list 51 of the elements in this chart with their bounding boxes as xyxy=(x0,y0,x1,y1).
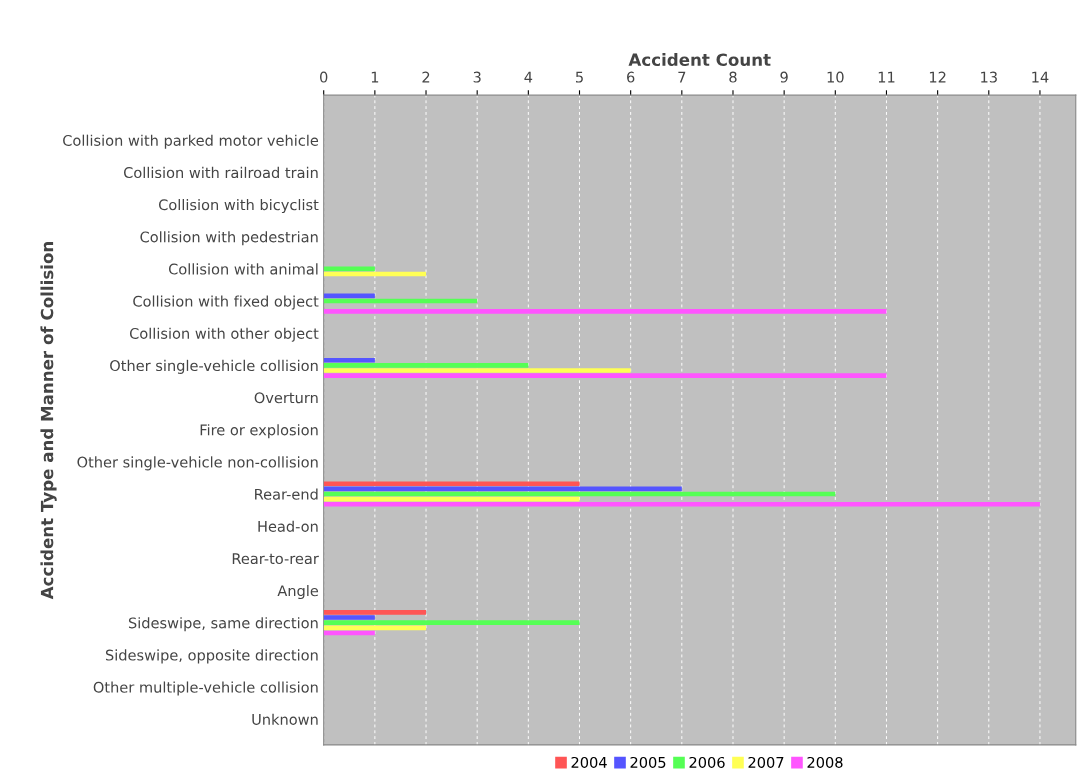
y-tick-label: Collision with bicyclist xyxy=(158,198,319,214)
x-tick-label: 6 xyxy=(627,71,635,83)
x-tick-label: 9 xyxy=(780,71,788,83)
bar xyxy=(323,501,1040,507)
y-tick-label: Collision with railroad train xyxy=(123,166,318,179)
y-tick-label: Collision with other object xyxy=(129,327,319,342)
y-tick-label: Collision with fixed object xyxy=(133,295,319,310)
y-tick-label: Rear-to-rear xyxy=(232,553,319,565)
bar xyxy=(323,481,580,487)
legend-label: 2006 xyxy=(689,756,725,768)
x-tick-label: 8 xyxy=(729,71,737,83)
bar xyxy=(323,309,887,314)
bar xyxy=(323,368,631,373)
y-tick-label: Sideswipe, opposite direction xyxy=(105,649,318,664)
x-tick-label: 13 xyxy=(981,71,997,83)
x-tick-label: 5 xyxy=(575,71,583,83)
x-axis-title: Accident Count xyxy=(628,53,771,67)
y-tick-label: Unknown xyxy=(252,713,318,725)
bar xyxy=(323,620,580,625)
y-tick-label: Head-on xyxy=(258,520,318,532)
y-axis-title: Accident Type and Manner of Collision xyxy=(40,242,57,600)
x-tick-label: 7 xyxy=(678,71,686,83)
x-tick-label: 12 xyxy=(929,71,946,83)
x-tick-label: 1 xyxy=(371,71,379,83)
x-tick-label: 2 xyxy=(422,71,430,83)
y-tick-label: Collision with pedestrian xyxy=(140,231,318,246)
y-tick-label: Sideswipe, same direction xyxy=(128,617,318,632)
bar xyxy=(323,610,427,615)
bar xyxy=(323,357,375,363)
x-tick-label: 4 xyxy=(524,71,533,83)
y-tick-label: Collision with parked motor vehicle xyxy=(63,134,319,149)
x-tick-label: 3 xyxy=(473,71,481,83)
bar xyxy=(323,615,375,620)
bar xyxy=(323,363,529,368)
y-tick-label: Overturn xyxy=(254,392,318,404)
y-tick-label: Other multiple-vehicle collision xyxy=(93,681,318,696)
y-tick-label: Other single-vehicle collision xyxy=(110,359,318,374)
y-tick-label: Other single-vehicle non-collision xyxy=(77,456,318,471)
y-tick-label: Collision with animal xyxy=(168,263,318,275)
x-tick-label: 11 xyxy=(878,71,895,83)
x-tick-label: 14 xyxy=(1032,71,1049,83)
y-tick-label: Angle xyxy=(277,584,319,600)
legend-label: 2005 xyxy=(630,756,666,768)
legend-label: 2007 xyxy=(748,756,784,768)
y-tick-label: Fire or explosion xyxy=(200,424,318,439)
x-tick-label: 0 xyxy=(320,71,328,83)
x-tick-label: 10 xyxy=(827,71,844,83)
y-tick-label: Rear-end xyxy=(255,488,318,500)
legend-label: 2004 xyxy=(571,756,607,768)
legend-label: 2008 xyxy=(807,756,843,768)
bar xyxy=(323,373,887,378)
